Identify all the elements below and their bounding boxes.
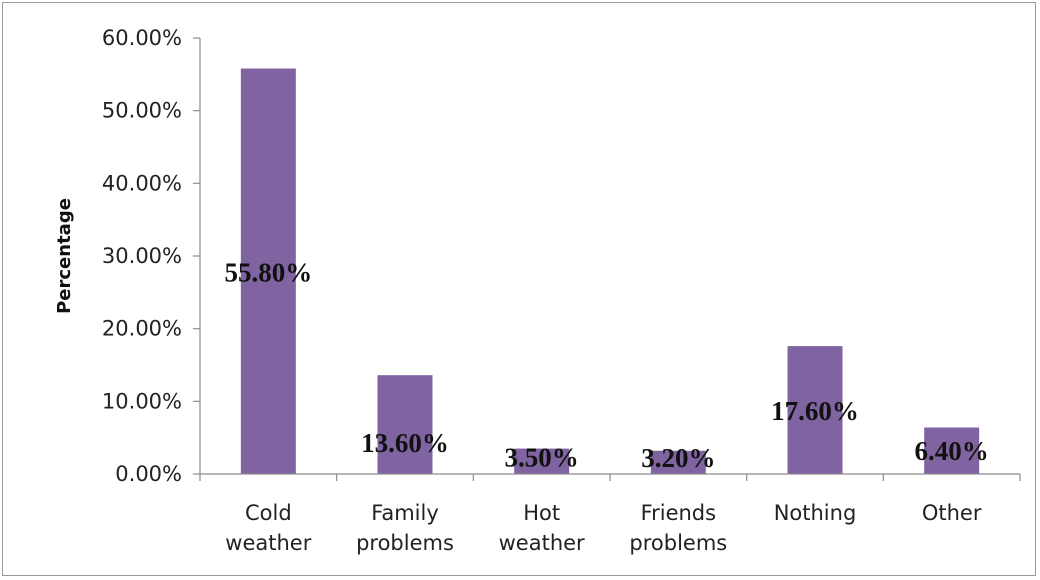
x-category-label: Other: [922, 501, 982, 525]
bar: [240, 68, 296, 475]
data-label: 55.80%: [224, 257, 312, 287]
y-tick-label: 60.00%: [102, 26, 182, 50]
y-tick-label: 40.00%: [102, 171, 182, 195]
data-label: 13.60%: [361, 428, 449, 458]
x-category-label: Family problems: [356, 501, 454, 555]
axes: [193, 37, 1021, 481]
y-axis-ticks: 0.00% 10.00% 20.00% 30.00% 40.00% 50.00% 60.00…: [102, 26, 182, 486]
data-labels-group: 55.80% 13.60% 3.50% 3.20% 17.60% 6.40%: [224, 257, 988, 473]
data-label: 6.40%: [915, 436, 989, 466]
y-tick-label: 50.00%: [102, 99, 182, 123]
x-category-label: Friends problems: [629, 501, 727, 555]
y-tick-label: 30.00%: [102, 244, 182, 268]
bar: [650, 450, 706, 474]
data-label: 17.60%: [771, 396, 859, 426]
y-tick-label: 0.00%: [115, 462, 182, 486]
category-labels: Cold weather Family problems Hot weather Frien…: [225, 501, 982, 555]
x-category-label: Hot weather: [499, 501, 585, 555]
x-category-label: Nothing: [774, 501, 857, 525]
x-category-label: Cold weather: [225, 501, 311, 555]
bar: [787, 346, 843, 474]
data-label: 3.20%: [641, 443, 715, 473]
bar: [377, 375, 433, 474]
data-label: 3.50%: [505, 442, 579, 472]
bar: [514, 448, 570, 474]
y-tick-label: 20.00%: [102, 317, 182, 341]
y-tick-label: 10.00%: [102, 389, 182, 413]
y-axis-title: Percentage: [54, 198, 75, 314]
bar: [924, 427, 980, 474]
bars-group: [240, 68, 980, 475]
